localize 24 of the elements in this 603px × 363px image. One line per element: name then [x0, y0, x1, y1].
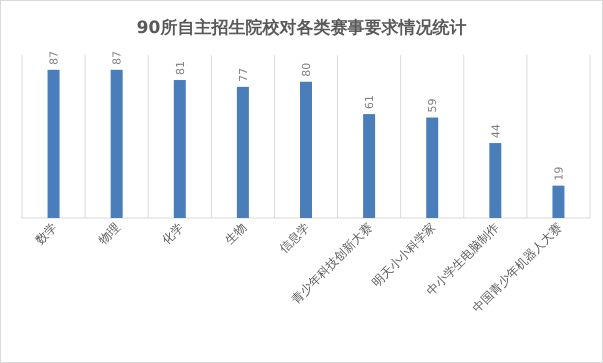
data-label: 19: [552, 166, 566, 181]
data-label: 81: [174, 61, 187, 76]
x-tick-label: 物理: [96, 220, 123, 248]
bar: [363, 114, 376, 218]
data-label: 87: [48, 50, 61, 65]
data-label: 87: [110, 50, 124, 65]
x-tick-label: 信息学: [276, 220, 312, 256]
bar: [552, 186, 564, 218]
bar: [300, 82, 312, 218]
bar: [426, 118, 438, 218]
chart-title: 90所自主招生院校对各类赛事要求情况统计: [136, 18, 466, 38]
data-label: 77: [236, 68, 250, 82]
bar: [489, 143, 502, 218]
bar: [236, 86, 249, 218]
x-tick-label: 生物: [222, 220, 250, 248]
x-tick-label: 化学: [159, 220, 186, 248]
data-label: 80: [300, 62, 313, 77]
bar: [48, 70, 60, 218]
data-label: 61: [363, 95, 376, 110]
x-tick-label: 数学: [32, 220, 60, 248]
data-label: 59: [426, 98, 440, 113]
data-label: 44: [489, 124, 502, 138]
bar: [174, 80, 186, 218]
bar: [110, 70, 123, 218]
